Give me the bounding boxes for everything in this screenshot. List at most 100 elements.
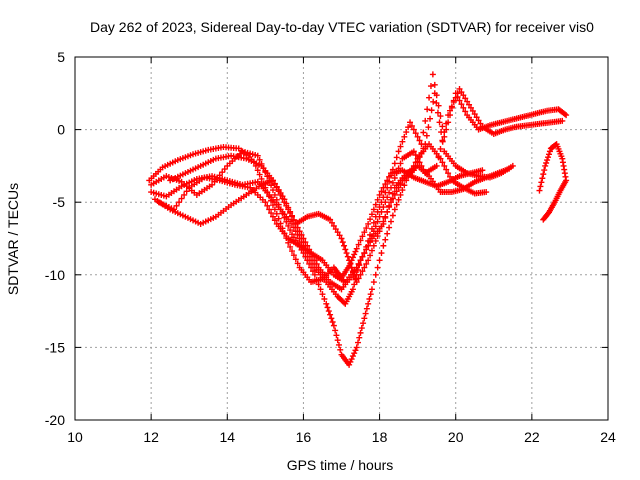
data-point <box>269 187 276 194</box>
data-point <box>391 191 398 198</box>
data-point <box>374 218 381 225</box>
data-point <box>545 154 552 161</box>
data-point <box>384 208 391 215</box>
data-point <box>341 242 348 249</box>
data-point <box>313 276 320 283</box>
data-point <box>544 157 551 164</box>
data-point <box>456 85 463 92</box>
data-point <box>302 253 309 260</box>
data-point <box>389 166 396 173</box>
data-point <box>397 143 404 150</box>
data-point <box>363 246 370 253</box>
data-point <box>477 120 484 127</box>
data-point <box>425 124 432 131</box>
data-point <box>473 114 480 121</box>
data-point <box>332 226 339 233</box>
data-point <box>426 94 433 101</box>
data-point <box>374 196 381 203</box>
data-point <box>315 281 322 288</box>
data-point <box>304 257 311 264</box>
data-point <box>271 206 278 213</box>
data-point <box>433 162 440 169</box>
data-point <box>264 202 271 209</box>
data-point <box>321 296 328 302</box>
data-point <box>401 133 408 140</box>
data-point <box>368 247 375 254</box>
x-tick-label: 14 <box>219 429 235 445</box>
data-point <box>271 217 278 224</box>
data-point <box>170 206 177 213</box>
data-point <box>422 117 429 124</box>
series-track-4 <box>148 141 490 368</box>
data-point <box>374 233 381 240</box>
data-point <box>269 177 276 184</box>
data-point <box>395 196 402 203</box>
data-point <box>454 90 461 97</box>
data-point <box>479 167 486 174</box>
data-point <box>348 356 355 363</box>
data-point <box>334 337 341 344</box>
data-point <box>328 315 335 322</box>
data-point <box>416 137 423 144</box>
data-point <box>258 175 265 182</box>
data-point <box>333 332 340 339</box>
series-track-5 <box>167 71 570 293</box>
data-point <box>357 271 364 278</box>
data-point <box>292 220 299 227</box>
data-point <box>287 243 294 250</box>
data-point <box>376 213 383 220</box>
data-point <box>427 115 434 122</box>
data-point <box>391 206 398 213</box>
data-point <box>363 225 370 232</box>
data-point <box>458 89 465 96</box>
data-point <box>428 107 435 114</box>
x-axis-label: GPS time / hours <box>287 457 394 473</box>
data-point <box>395 165 402 172</box>
data-point <box>378 188 385 195</box>
data-point <box>430 98 437 105</box>
data-point <box>427 83 434 90</box>
data-point <box>437 145 444 152</box>
data-point <box>395 184 402 191</box>
data-point <box>389 195 396 202</box>
data-point <box>361 229 368 236</box>
data-point <box>365 220 372 227</box>
data-point <box>389 212 396 219</box>
data-point <box>294 224 301 231</box>
data-point <box>541 167 548 174</box>
data-point <box>216 172 223 179</box>
data-point <box>367 237 374 244</box>
data-point <box>352 248 359 255</box>
data-point <box>361 264 368 271</box>
data-point <box>349 353 356 360</box>
data-point <box>181 191 188 198</box>
data-point <box>370 206 377 213</box>
data-point <box>561 111 568 118</box>
y-tick-label: -10 <box>45 267 65 283</box>
data-point <box>363 260 370 267</box>
data-point <box>462 95 469 102</box>
data-point <box>412 130 419 137</box>
y-tick-label: -5 <box>53 194 66 210</box>
data-point <box>334 229 341 236</box>
data-point <box>460 104 467 111</box>
data-point <box>418 162 425 169</box>
data-point <box>268 210 275 217</box>
data-point <box>380 204 387 211</box>
data-point <box>311 271 318 278</box>
data-point <box>380 242 387 249</box>
data-point <box>543 159 550 166</box>
data-point <box>374 264 381 271</box>
data-point <box>460 92 467 99</box>
data-point <box>436 119 443 126</box>
data-point <box>412 152 419 159</box>
data-point <box>359 268 366 275</box>
data-point <box>357 257 364 264</box>
data-point <box>221 166 228 173</box>
data-point <box>378 223 385 230</box>
data-point <box>355 260 362 267</box>
data-point <box>401 182 408 189</box>
data-point <box>357 237 364 244</box>
data-point <box>323 300 330 307</box>
data-point <box>352 347 359 354</box>
